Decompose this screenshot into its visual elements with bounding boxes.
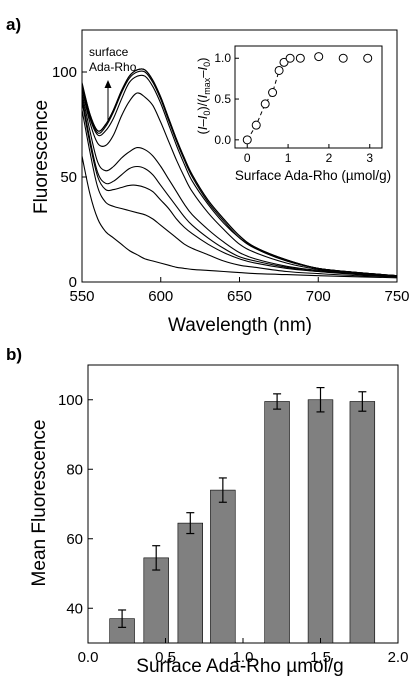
annotation-surface-ada-rho: surface Ada-Rho <box>89 45 137 122</box>
panel-a-y-axis-label: Fluorescence <box>31 100 52 214</box>
bar-5 <box>264 401 290 644</box>
inset-x-tick-label: 0 <box>244 151 251 165</box>
spectrum-line-3 <box>81 101 398 278</box>
panel-b-y-tick-label: 100 <box>58 392 83 409</box>
bar-6 <box>307 399 334 644</box>
inset-y-ticks: 0.0 0.5 1.0 <box>214 51 239 147</box>
spectrum-line-4 <box>81 97 398 277</box>
panel-b-x-axis-label: Surface Ada-Rho µmol/g <box>136 656 343 676</box>
panel-a-x-axis-label: Wavelength (nm) <box>168 315 312 336</box>
panel-a-y-ticks: 0 50 100 <box>52 64 87 291</box>
panel-b-y-tick-label: 40 <box>66 600 83 617</box>
annotation-line-1: surface <box>89 45 129 59</box>
inset-x-tick-label: 3 <box>366 151 373 165</box>
panel-b-label: b) <box>6 345 22 364</box>
panel-b-y-tick-label: 80 <box>66 461 83 478</box>
panel-b-bars <box>109 386 376 644</box>
spectrum-line-8 <box>81 70 398 277</box>
inset-y-label-open: ( <box>195 129 210 134</box>
inset-data-point <box>363 53 373 63</box>
inset-data-point <box>242 135 252 145</box>
inset-y-tick-label: 1.0 <box>214 51 231 65</box>
inset-plot-frame <box>234 45 383 149</box>
spectrum-line-1 <box>81 155 398 279</box>
inset-y-label-i: I <box>195 126 210 130</box>
inset-y-label-imax: I <box>195 94 210 98</box>
panel-b-x-tick-label: 0.0 <box>78 649 99 666</box>
panel-a-x-tick-label: 600 <box>148 288 173 305</box>
inset-x-ticks: 0 1 2 3 <box>244 144 373 165</box>
panel-a-x-tick-label: 700 <box>306 288 331 305</box>
panel-a-x-tick-label: 750 <box>384 288 409 305</box>
inset-y-label-close: ) <box>195 58 210 62</box>
bar-2 <box>143 557 169 644</box>
spectrum-line-2 <box>81 109 398 278</box>
inset-data-point <box>314 52 324 62</box>
inset-y-label-mid: )/( <box>195 98 210 111</box>
inset-y-label-sub0-a: 0 <box>202 111 212 116</box>
inset-y-label-i0-b: I <box>195 66 210 70</box>
bar-3 <box>177 522 203 644</box>
inset-data-point <box>295 53 305 63</box>
panel-a-y-tick-label: 50 <box>60 169 77 186</box>
spectrum-line-6 <box>81 88 398 277</box>
panel-b-x-tick-label: 2.0 <box>388 649 409 666</box>
panel-a-y-tick-label: 0 <box>69 274 77 291</box>
inset-y-label-submax: max <box>202 77 212 95</box>
bar-4 <box>210 489 236 644</box>
inset-data-point <box>279 57 289 67</box>
inset-data-point <box>251 120 261 130</box>
inset-y-label-minus-1: – <box>195 119 210 127</box>
inset-y-label-minus-2: – <box>195 70 210 78</box>
panel-b-y-axis-label: Mean Fluorescence <box>29 420 50 587</box>
inset-x-tick-label: 1 <box>285 151 292 165</box>
panel-a-spectra <box>81 68 398 279</box>
inset-y-label-sub0-b: 0 <box>202 62 212 67</box>
panel-a-label: a) <box>6 15 21 34</box>
inset-data-points <box>242 52 373 145</box>
panel-a-x-tick-label: 650 <box>227 288 252 305</box>
panel-b-y-tick-label: 60 <box>66 531 83 548</box>
panel-b-x-tick-label: 0.5 <box>155 649 176 666</box>
annotation-line-2: Ada-Rho <box>89 60 137 74</box>
inset-y-tick-label: 0.5 <box>214 92 231 106</box>
inset-data-point <box>260 99 270 109</box>
inset-data-point <box>268 88 278 98</box>
panel-b-x-ticks: 0.0 0.5 1.0 1.5 2.0 <box>78 638 409 666</box>
annotation-arrow-head <box>104 80 112 88</box>
panel-a-x-ticks: 550 600 650 700 750 <box>69 277 409 305</box>
inset-y-label-i0-a: I <box>195 115 210 119</box>
panel-a-x-tick-label: 550 <box>69 288 94 305</box>
inset-y-tick-label: 0.0 <box>214 133 231 147</box>
inset-x-tick-label: 2 <box>326 151 333 165</box>
panel-b-x-tick-label: 1.5 <box>310 649 331 666</box>
inset-y-axis-label: (I–I0)/(Imax–I0) <box>195 58 212 135</box>
inset-x-axis-label: Surface Ada-Rho (µmol/g) <box>235 168 391 183</box>
inset-data-point <box>285 53 295 63</box>
inset-data-point <box>338 53 348 63</box>
spectrum-line-10 <box>81 68 398 277</box>
bar-7 <box>349 401 376 644</box>
panel-a-y-tick-label: 100 <box>52 64 77 81</box>
panel-b-y-ticks: 40 60 80 100 <box>58 392 93 617</box>
spectrum-line-5 <box>81 92 398 277</box>
inset-data-point <box>274 65 284 75</box>
panel-b: b) 0.0 0.5 1.0 1.5 2.0 40 60 80 100 Surface Ada… <box>6 345 408 676</box>
panel-b-x-tick-label: 1.0 <box>233 649 254 666</box>
